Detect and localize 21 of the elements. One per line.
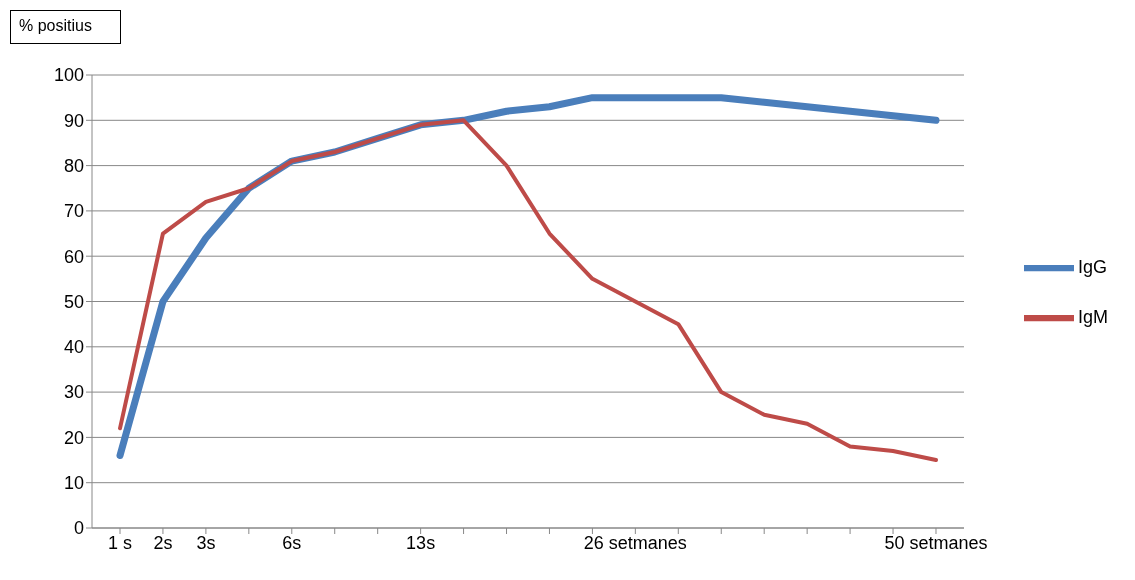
x-tick-label: 13s [406, 532, 436, 553]
y-tick-label: 100 [53, 65, 84, 86]
y-tick-label: 10 [63, 473, 84, 494]
y-axis-title: % positius [10, 10, 121, 44]
x-tick-label: 6s [282, 532, 302, 553]
x-tick-label: 50 setmanes [884, 532, 988, 553]
x-tick-label: 1 s [107, 532, 133, 553]
y-tick-label: 90 [63, 110, 84, 131]
legend-label: IgM [1077, 307, 1108, 327]
y-tick-label: 80 [63, 155, 84, 176]
x-tick-label: 2s [153, 532, 173, 553]
x-tick-label: 3s [196, 532, 216, 553]
y-tick-label: 70 [63, 201, 84, 222]
legend-label: IgG [1077, 256, 1107, 277]
y-tick-label: 0 [73, 518, 84, 539]
y-tick-label: 30 [63, 382, 84, 403]
y-tick-label: 20 [63, 427, 84, 448]
y-tick-label: 60 [63, 246, 84, 267]
y-tick-label: 40 [63, 337, 84, 358]
y-tick-label: 50 [63, 291, 84, 312]
x-tick-label: 26 setmanes [583, 532, 687, 553]
